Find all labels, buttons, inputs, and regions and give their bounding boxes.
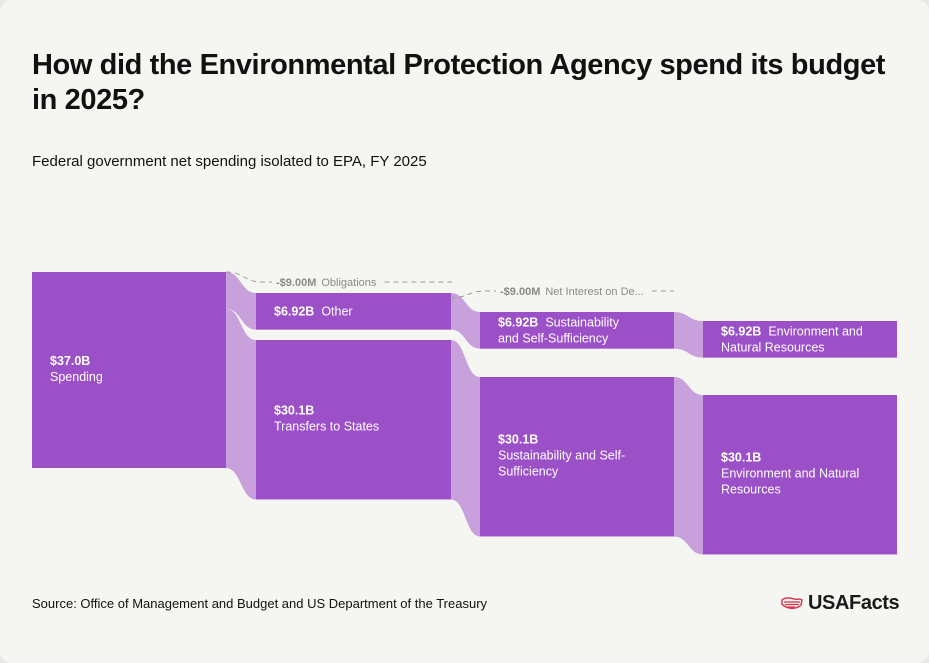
sankey-link-sust_b-env_b bbox=[674, 377, 703, 555]
node-amount-env_b: $30.1B bbox=[721, 451, 761, 465]
node-label-other: Other bbox=[321, 304, 352, 318]
sankey-node-sust_a bbox=[480, 312, 674, 349]
sankey-node-env_b bbox=[703, 395, 897, 555]
node-label-sust_b: Sufficiency bbox=[498, 465, 559, 479]
sankey-node-env_a bbox=[703, 321, 897, 358]
node-label-env_a: Natural Resources bbox=[721, 340, 825, 354]
node-label-env_a: Environment and bbox=[768, 324, 863, 338]
sankey-links bbox=[226, 272, 703, 555]
sankey-link-sust_a-env_a bbox=[674, 312, 703, 358]
sankey-nodes: $37.0B Spending $6.92B Other $30.1B Transfers… bbox=[32, 272, 897, 555]
node-label-env_b: Resources bbox=[721, 483, 781, 497]
negative-flow-label-2: Net Interest on De... bbox=[545, 286, 643, 298]
brand-name: USAFacts bbox=[808, 592, 900, 614]
node-amount-sust_a: $6.92B bbox=[498, 315, 538, 329]
sankey-link-transfers-sust_b bbox=[451, 340, 480, 537]
negative-flow-line-1 bbox=[225, 271, 272, 283]
sankey-link-spending-transfers bbox=[226, 308, 256, 500]
chart-title: How did the Environmental Protection Age… bbox=[32, 49, 886, 116]
node-amount-sust_b: $30.1B bbox=[498, 433, 538, 447]
negative-flow-line-2 bbox=[449, 290, 496, 299]
sankey-node-other bbox=[256, 293, 451, 330]
sankey-node-transfers bbox=[256, 340, 451, 500]
node-label-sust_b: Sustainability and Self- bbox=[498, 449, 625, 463]
sankey-node-sust_b bbox=[480, 377, 674, 537]
node-amount-env_a: $6.92B bbox=[721, 324, 761, 338]
node-label-transfers: Transfers to States bbox=[274, 420, 379, 434]
negative-flows: -$9.00M Obligations -$9.00M Net Interest on… bbox=[225, 271, 674, 299]
negative-flow-label-1: Obligations bbox=[321, 277, 377, 289]
sankey-node-spending bbox=[32, 272, 226, 468]
node-amount-transfers: $30.1B bbox=[274, 404, 314, 418]
node-label-env_b: Environment and Natural bbox=[721, 467, 859, 481]
sankey-link-spending-other bbox=[226, 272, 256, 330]
sankey-link-other-sust_a bbox=[451, 293, 480, 349]
node-label-sust_a: Sustainability bbox=[545, 315, 619, 329]
brand-logo: USAFacts bbox=[780, 592, 900, 615]
node-label-sust_a: and Self-Sufficiency bbox=[498, 331, 609, 345]
node-amount-spending: $37.0B bbox=[50, 354, 90, 368]
negative-flow-amount-2: -$9.00M bbox=[500, 286, 540, 298]
source-note: Source: Office of Management and Budget … bbox=[32, 596, 488, 611]
us-map-flag-icon bbox=[781, 596, 803, 609]
negative-flow-amount-1: -$9.00M bbox=[276, 277, 316, 289]
node-amount-other: $6.92B bbox=[274, 304, 314, 318]
node-label-spending: Spending bbox=[50, 370, 103, 384]
chart-subtitle: Federal government net spending isolated… bbox=[32, 153, 427, 170]
